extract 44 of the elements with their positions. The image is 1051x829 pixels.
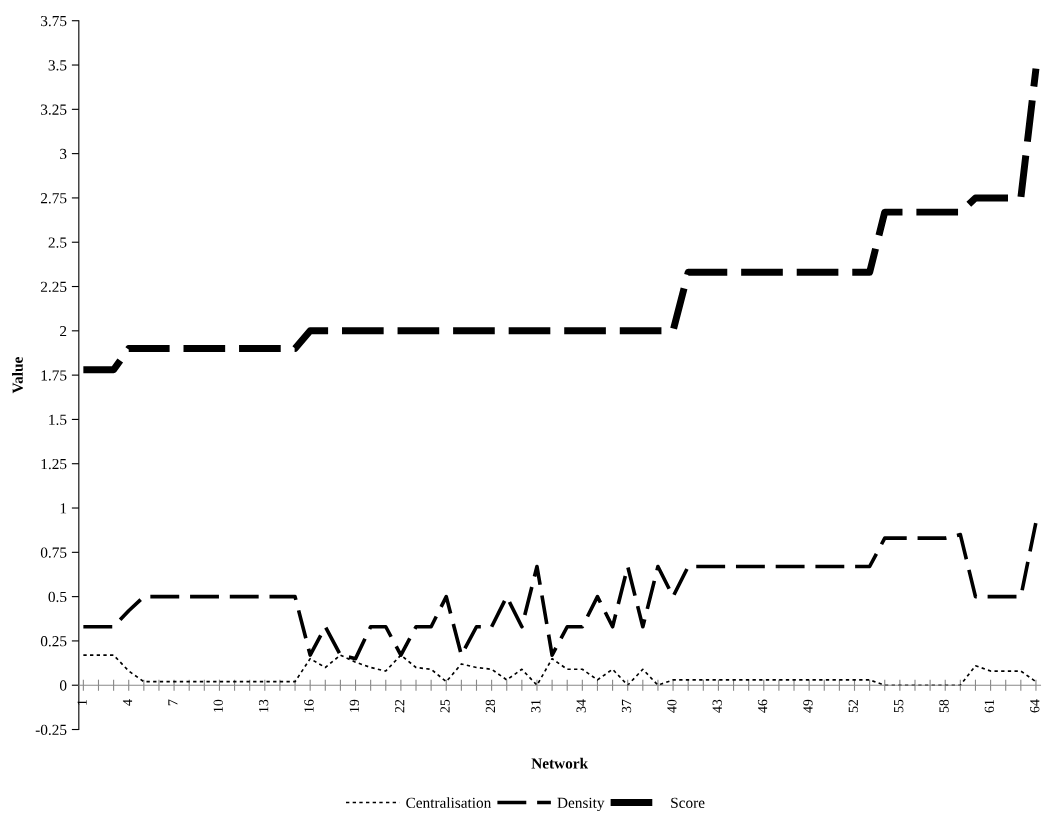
y-tick-label: 0.75 (40, 547, 67, 558)
y-tick-label: 2.25 (40, 281, 67, 293)
y-tick-label: 3 (60, 148, 67, 160)
y-tick-label: 3.25 (41, 104, 67, 115)
x-tick-label: 7 (168, 699, 178, 706)
y-tick-label: 0 (59, 680, 67, 691)
y-tick-label: 1.25 (41, 458, 67, 470)
x-tick-label: 49 (803, 699, 813, 713)
y-tick-label: 0.25 (40, 636, 67, 647)
y-axis-title: Value (12, 357, 23, 394)
x-tick-label: 58 (939, 699, 949, 713)
legend-label: Density (557, 797, 605, 812)
x-tick-label: 1 (77, 699, 87, 705)
x-tick-label: 34 (576, 699, 586, 713)
x-tick-label: 10 (213, 699, 223, 712)
y-tick-label: 2 (60, 326, 67, 337)
x-axis-title: Network (531, 757, 589, 769)
x-tick-label: 19 (349, 699, 360, 712)
x-tick-label: 22 (395, 699, 405, 713)
y-tick-label: 2.5 (48, 237, 67, 248)
y-tick-label: 3.5 (48, 60, 67, 71)
x-tick-label: 43 (712, 699, 722, 713)
x-tick-label: 25 (440, 699, 450, 713)
x-tick-label: 31 (531, 699, 541, 713)
x-tick-label: 40 (667, 699, 677, 713)
legend-label: Score (671, 797, 705, 808)
y-tick-label: 3.75 (41, 15, 67, 27)
x-tick-label: 28 (485, 699, 496, 713)
y-tick-label: 0.5 (48, 591, 67, 603)
x-tick-label: 37 (621, 699, 632, 713)
y-tick-label: -0.25 (35, 724, 67, 736)
y-tick-label: 2.75 (40, 193, 67, 204)
x-tick-label: 55 (894, 699, 904, 713)
x-tick-label: 4 (122, 699, 133, 706)
x-tick-label: 13 (258, 699, 269, 712)
x-tick-label: 64 (1030, 699, 1040, 713)
x-tick-label: 52 (848, 699, 858, 713)
x-tick-label: 16 (304, 699, 314, 712)
x-tick-label: 61 (984, 699, 995, 713)
legend-label: Centralisation (406, 797, 492, 808)
y-tick-label: 1.75 (41, 370, 67, 381)
x-tick-label: 46 (757, 699, 768, 713)
y-tick-label: 1.5 (49, 414, 67, 425)
y-tick-label: 1 (60, 503, 67, 514)
